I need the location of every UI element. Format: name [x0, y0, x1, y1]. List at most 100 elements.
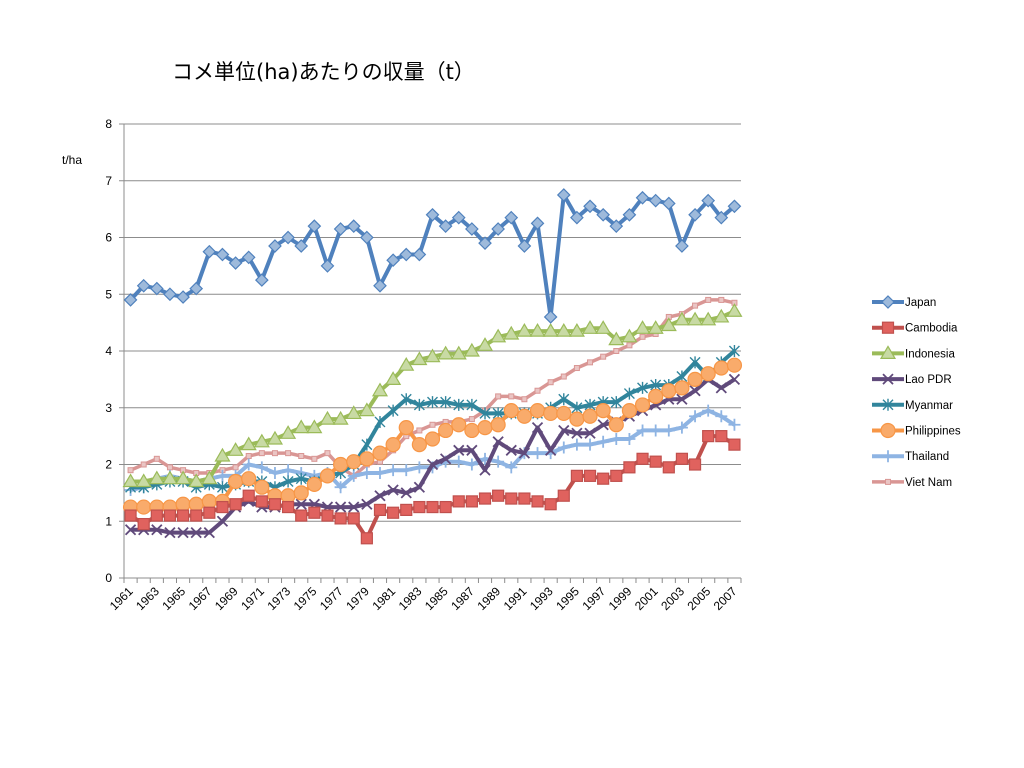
legend-item-myanmar: Myanmar — [872, 398, 953, 412]
data-point-viet-nam — [600, 353, 607, 360]
data-point-indonesia — [700, 311, 717, 326]
data-point-lao-pdr — [492, 436, 504, 448]
data-point-lao-pdr — [505, 444, 517, 456]
x-tick-label: 1997 — [579, 584, 608, 613]
data-point-viet-nam — [705, 296, 712, 303]
data-point-japan — [386, 253, 400, 268]
legend-item-philippines: Philippines — [872, 422, 961, 439]
data-point-thailand — [413, 461, 426, 474]
data-point-cambodia — [190, 509, 203, 522]
y-tick-label: 8 — [105, 117, 112, 131]
data-point-japan — [399, 247, 414, 262]
data-point-lao-pdr — [348, 501, 360, 513]
legend-label: Japan — [905, 297, 936, 309]
data-point-philippines — [648, 388, 664, 404]
x-tick-label: 1961 — [107, 584, 136, 613]
data-point-indonesia — [385, 371, 402, 385]
data-point-thailand — [584, 438, 597, 451]
series-indonesia — [122, 303, 743, 488]
data-point-cambodia — [597, 472, 610, 485]
data-point-viet-nam — [140, 461, 147, 468]
series-japan — [123, 188, 742, 324]
legend-label: Lao PDR — [905, 374, 952, 386]
legend-marker-viet-nam — [885, 478, 891, 485]
data-point-cambodia — [439, 500, 452, 514]
data-point-lao-pdr — [728, 373, 741, 386]
x-tick-label: 1991 — [501, 584, 530, 613]
x-tick-label: 1971 — [238, 584, 267, 613]
data-point-cambodia — [702, 430, 715, 443]
legend-marker-indonesia — [879, 345, 897, 359]
data-point-philippines — [569, 411, 585, 427]
data-point-philippines — [254, 479, 270, 495]
data-point-philippines — [372, 445, 388, 461]
data-point-japan — [163, 287, 177, 302]
data-point-thailand — [715, 410, 728, 423]
legend-marker-myanmar — [882, 398, 894, 411]
data-point-japan — [714, 210, 729, 225]
data-point-lao-pdr — [361, 498, 373, 510]
data-point-thailand — [662, 424, 675, 437]
data-point-japan — [622, 207, 637, 222]
x-tick-label: 1995 — [553, 584, 582, 613]
data-point-japan — [373, 278, 387, 293]
data-point-philippines — [411, 437, 427, 453]
data-point-lao-pdr — [295, 498, 307, 510]
legend-label: Viet Nam — [905, 477, 952, 489]
data-point-indonesia — [398, 356, 415, 371]
data-point-japan — [215, 247, 230, 262]
data-point-japan — [294, 239, 309, 253]
data-point-lao-pdr — [558, 424, 570, 437]
data-point-thailand — [347, 469, 360, 482]
data-point-indonesia — [542, 322, 559, 337]
data-point-japan — [281, 230, 295, 245]
data-point-philippines — [490, 417, 506, 433]
data-point-myanmar — [413, 398, 425, 411]
data-point-indonesia — [201, 470, 218, 485]
data-point-lao-pdr — [597, 419, 609, 431]
data-point-lao-pdr — [203, 526, 215, 539]
data-point-cambodia — [623, 461, 636, 474]
data-point-myanmar — [295, 472, 307, 485]
data-point-cambodia — [163, 509, 177, 522]
data-point-japan — [254, 273, 269, 287]
data-point-cambodia — [531, 495, 544, 508]
data-point-cambodia — [308, 506, 321, 519]
data-point-thailand — [675, 421, 688, 434]
data-point-philippines — [227, 473, 244, 490]
data-point-japan — [583, 199, 597, 214]
series-layer — [122, 188, 743, 545]
data-point-cambodia — [662, 461, 675, 474]
legend: Japan Cambodia Indonesia Lao PDR Myanmar Phil… — [872, 295, 961, 489]
x-tick-label: 1977 — [317, 584, 346, 613]
data-point-cambodia — [518, 492, 531, 505]
x-tick-label: 1965 — [159, 584, 188, 613]
x-tick-label: 1963 — [133, 584, 162, 613]
data-point-thailand — [689, 410, 702, 423]
y-tick-label: 3 — [105, 401, 112, 415]
data-point-indonesia — [673, 311, 690, 326]
data-point-cambodia — [137, 517, 150, 531]
data-point-cambodia — [465, 495, 478, 508]
legend-marker-cambodia — [881, 321, 895, 334]
y-tick-label: 1 — [105, 514, 112, 528]
series-cambodia — [124, 430, 741, 545]
series-viet-nam — [127, 296, 738, 479]
y-tick-label: 4 — [105, 344, 112, 358]
data-point-philippines — [201, 493, 217, 509]
data-point-japan — [465, 222, 479, 236]
x-tick-label: 1987 — [448, 584, 477, 613]
data-point-indonesia — [188, 473, 205, 488]
series-philippines — [122, 357, 743, 515]
data-point-philippines — [424, 431, 441, 447]
data-point-thailand — [255, 461, 268, 474]
data-point-japan — [543, 310, 558, 324]
data-point-viet-nam — [587, 359, 594, 366]
data-point-cambodia — [413, 500, 426, 514]
data-point-japan — [451, 210, 466, 225]
data-point-indonesia — [411, 351, 428, 366]
data-point-philippines — [477, 420, 493, 436]
data-point-japan — [504, 210, 519, 225]
data-point-indonesia — [148, 470, 165, 485]
